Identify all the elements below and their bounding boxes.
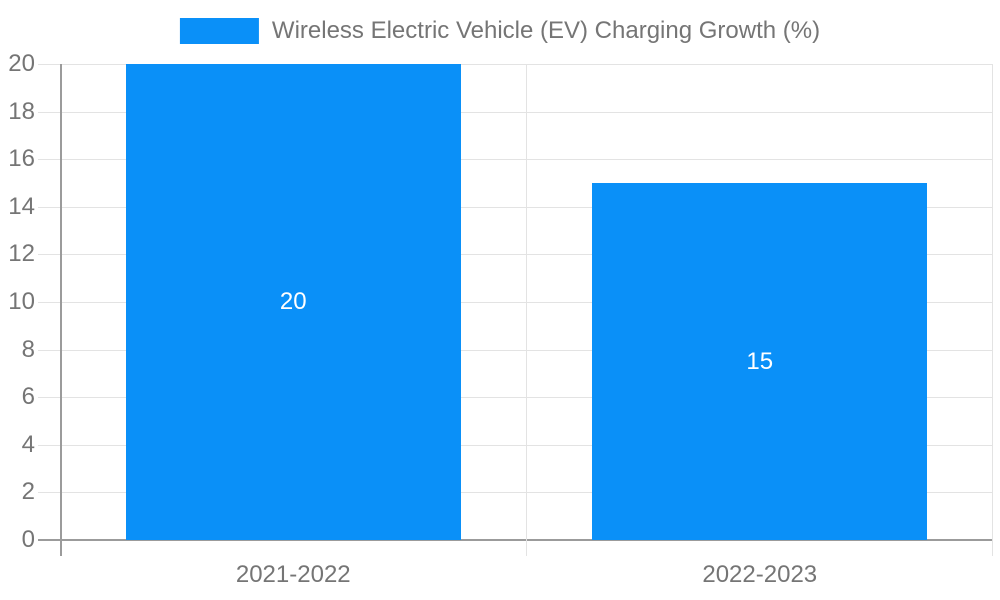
y-axis-tick-label: 14 (8, 192, 35, 220)
y-gridline (38, 349, 993, 351)
y-gridline (38, 302, 993, 303)
category-separator-gridline (992, 64, 993, 556)
y-axis-tick-label: 18 (8, 97, 35, 125)
y-gridline (38, 64, 993, 65)
y-axis-tick-label: 0 (21, 526, 35, 553)
y-axis-tick-label: 6 (21, 383, 35, 411)
y-gridline (38, 492, 993, 494)
y-axis-tick-label: 2 (21, 478, 35, 506)
y-gridline (38, 444, 993, 446)
y-gridline (38, 254, 993, 256)
bar-value-label: 15 (746, 347, 774, 375)
bar-2022-2023[interactable]: 15 (592, 183, 928, 540)
y-axis-line (60, 64, 62, 556)
x-axis-tick-label: 2021-2022 (235, 561, 351, 588)
x-axis-tick-label: 2022-2023 (702, 561, 818, 588)
category-separator-gridline (525, 64, 527, 556)
bar-value-label: 20 (279, 288, 307, 315)
bar-2021-2022[interactable]: 20 (125, 64, 461, 540)
y-axis-tick-label: 20 (8, 50, 35, 77)
legend-label: Wireless Electric Vehicle (EV) Charging … (271, 17, 821, 44)
y-axis-tick-label: 10 (8, 288, 35, 315)
y-axis-tick-label: 12 (8, 240, 35, 268)
legend-swatch-icon (179, 18, 259, 44)
y-gridline (38, 159, 993, 161)
y-axis-tick-label: 4 (21, 430, 35, 458)
chart-legend-item[interactable]: Wireless Electric Vehicle (EV) Charging … (179, 17, 821, 45)
y-gridline (38, 111, 993, 113)
x-axis-baseline (38, 539, 993, 541)
y-axis-tick-label: 16 (8, 145, 35, 173)
y-gridline (38, 206, 993, 208)
y-gridline (38, 397, 993, 399)
y-axis-tick-label: 8 (21, 335, 35, 363)
